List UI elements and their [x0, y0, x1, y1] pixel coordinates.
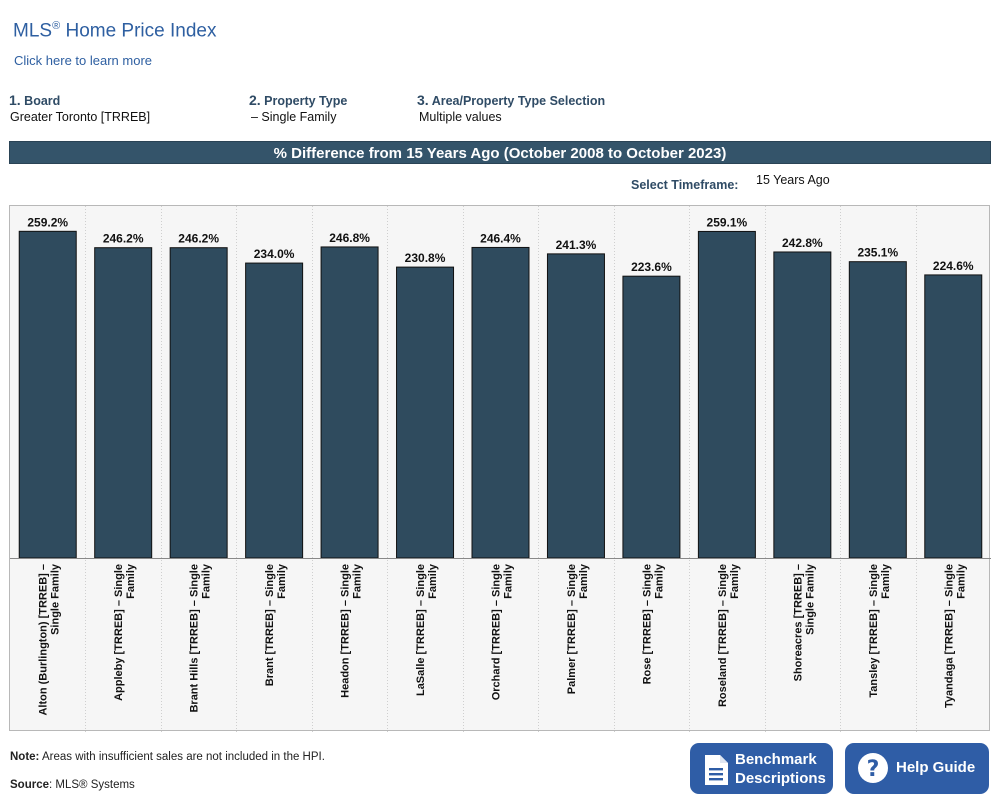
- bar[interactable]: [622, 275, 681, 559]
- filter-label: Board: [24, 94, 61, 108]
- svg-text:?: ?: [867, 757, 880, 782]
- category-label-line: Brant Hills [TRREB] – Single: [189, 564, 201, 713]
- category-label-line: Palmer [TRREB] – Single: [566, 564, 578, 694]
- benchmark-descriptions-button[interactable]: Benchmark Descriptions: [690, 743, 833, 794]
- category-label-line: Family: [201, 563, 213, 599]
- category-label: Orchard [TRREB] – Single Family: [491, 563, 515, 700]
- bar[interactable]: [773, 251, 832, 559]
- bar-value-label: 246.4%: [480, 231, 521, 245]
- category-label-line: Rose [TRREB] – Single: [641, 564, 653, 684]
- category-label: Appleby [TRREB] – Single Family: [113, 563, 137, 701]
- bar-value-label: 230.8%: [405, 251, 446, 265]
- timeframe-select[interactable]: 15 Years Ago: [756, 173, 830, 187]
- bar[interactable]: [546, 253, 605, 559]
- bar[interactable]: [18, 230, 77, 559]
- category-label: Tansley [TRREB] – Single Family: [868, 563, 892, 698]
- bar-value-label: 224.6%: [933, 259, 974, 273]
- category-label: Tyandaga [TRREB] – Single Family: [943, 563, 967, 708]
- bar-value-label: 234.0%: [254, 247, 295, 261]
- bar-value-label: 246.8%: [329, 231, 370, 245]
- help-guide-label: Help Guide: [896, 759, 976, 776]
- bar[interactable]: [169, 247, 228, 559]
- category-label-line: Shoreacres [TRREB] –: [792, 564, 804, 681]
- category-label-line: Family: [955, 563, 967, 599]
- category-label-line: Family: [503, 563, 515, 599]
- chart-title-banner: % Difference from 15 Years Ago (October …: [9, 141, 991, 164]
- bar-value-label: 235.1%: [857, 246, 898, 260]
- category-label-line: Single Family: [50, 563, 62, 635]
- category-label: Rose [TRREB] – Single Family: [641, 563, 665, 684]
- bar[interactable]: [848, 261, 907, 559]
- bar-value-label: 246.2%: [103, 232, 144, 246]
- category-label: LaSalle [TRREB] – Single Family: [415, 563, 439, 696]
- bar-value-label: 241.3%: [556, 238, 597, 252]
- bar[interactable]: [320, 246, 379, 559]
- bar-chart-svg: 259.2%Alton (Burlington) [TRREB] – Single…: [10, 206, 991, 732]
- filter-label: Property Type: [264, 94, 348, 108]
- category-label-line: Alton (Burlington) [TRREB] –: [38, 564, 50, 716]
- footer-note: Note: Areas with insufficient sales are …: [10, 751, 325, 763]
- property-type-value[interactable]: – Single Family: [251, 110, 337, 124]
- bar[interactable]: [697, 230, 756, 559]
- category-label-line: Family: [352, 563, 364, 599]
- area-selection-filter[interactable]: 3. Area/Property Type Selection Multiple…: [417, 92, 605, 124]
- category-label: Roseland [TRREB] – Single Family: [717, 563, 741, 707]
- page-title: MLS® Home Price Index: [13, 20, 217, 42]
- category-label-line: Family: [653, 563, 665, 599]
- bar-value-label: 259.2%: [27, 215, 68, 229]
- property-type-filter[interactable]: 2. Property Type – Single Family: [249, 92, 347, 124]
- bar[interactable]: [924, 274, 983, 559]
- category-label-line: Brant [TRREB] – Single: [264, 564, 276, 686]
- category-label-line: Family: [427, 563, 439, 599]
- filter-number: 1.: [9, 92, 21, 108]
- category-label: Brant [TRREB] – Single Family: [264, 563, 288, 686]
- category-label-line: Appleby [TRREB] – Single: [113, 564, 125, 701]
- bar[interactable]: [245, 262, 304, 559]
- category-label-line: Roseland [TRREB] – Single: [717, 564, 729, 707]
- timeframe-label: Select Timeframe:: [631, 178, 739, 192]
- category-label-line: Family: [880, 563, 892, 599]
- category-label-line: Family: [729, 563, 741, 599]
- category-label-line: Tansley [TRREB] – Single: [868, 564, 880, 698]
- category-label: Headon [TRREB] – Single Family: [340, 563, 364, 698]
- bar-value-label: 259.1%: [707, 215, 748, 229]
- benchmark-label-2: Descriptions: [735, 770, 826, 787]
- bar-chart: 259.2% Alton (Burlington) [TRREB] – Single…: [9, 205, 991, 732]
- footer-source: Source: MLS® Systems: [10, 779, 135, 791]
- category-label: Shoreacres [TRREB] – Single Family: [792, 563, 816, 681]
- category-label-line: LaSalle [TRREB] – Single: [415, 564, 427, 696]
- board-filter[interactable]: 1. Board Greater Toronto [TRREB]: [9, 92, 150, 124]
- help-guide-button[interactable]: ? Help Guide: [845, 743, 989, 794]
- category-label-line: Orchard [TRREB] – Single: [491, 564, 503, 700]
- filter-number: 3.: [417, 92, 429, 108]
- category-label-line: Headon [TRREB] – Single: [340, 564, 352, 698]
- category-label: Alton (Burlington) [TRREB] – Single Famil…: [38, 563, 62, 715]
- category-label-line: Family: [578, 563, 590, 599]
- bar-value-label: 223.6%: [631, 260, 672, 274]
- bar[interactable]: [471, 246, 530, 559]
- bar-value-label: 246.2%: [178, 232, 219, 246]
- filter-number: 2.: [249, 92, 261, 108]
- board-value[interactable]: Greater Toronto [TRREB]: [10, 110, 151, 124]
- benchmark-label-1: Benchmark: [735, 751, 817, 768]
- category-label-line: Family: [125, 563, 137, 599]
- category-label-line: Family: [276, 563, 288, 599]
- category-label-line: Tyandaga [TRREB] – Single: [943, 564, 955, 708]
- question-icon: ?: [857, 752, 889, 788]
- filter-label: Area/Property Type Selection: [431, 94, 606, 108]
- category-label-line: Single Family: [804, 563, 816, 635]
- category-label: Brant Hills [TRREB] – Single Family: [189, 563, 213, 712]
- area-selection-value[interactable]: Multiple values: [419, 110, 502, 124]
- category-label: Palmer [TRREB] – Single Family: [566, 563, 590, 694]
- bar[interactable]: [396, 266, 455, 559]
- bar[interactable]: [94, 247, 153, 559]
- bar-value-label: 242.8%: [782, 236, 823, 250]
- learn-more-link[interactable]: Click here to learn more: [14, 53, 152, 68]
- document-icon: [703, 754, 729, 790]
